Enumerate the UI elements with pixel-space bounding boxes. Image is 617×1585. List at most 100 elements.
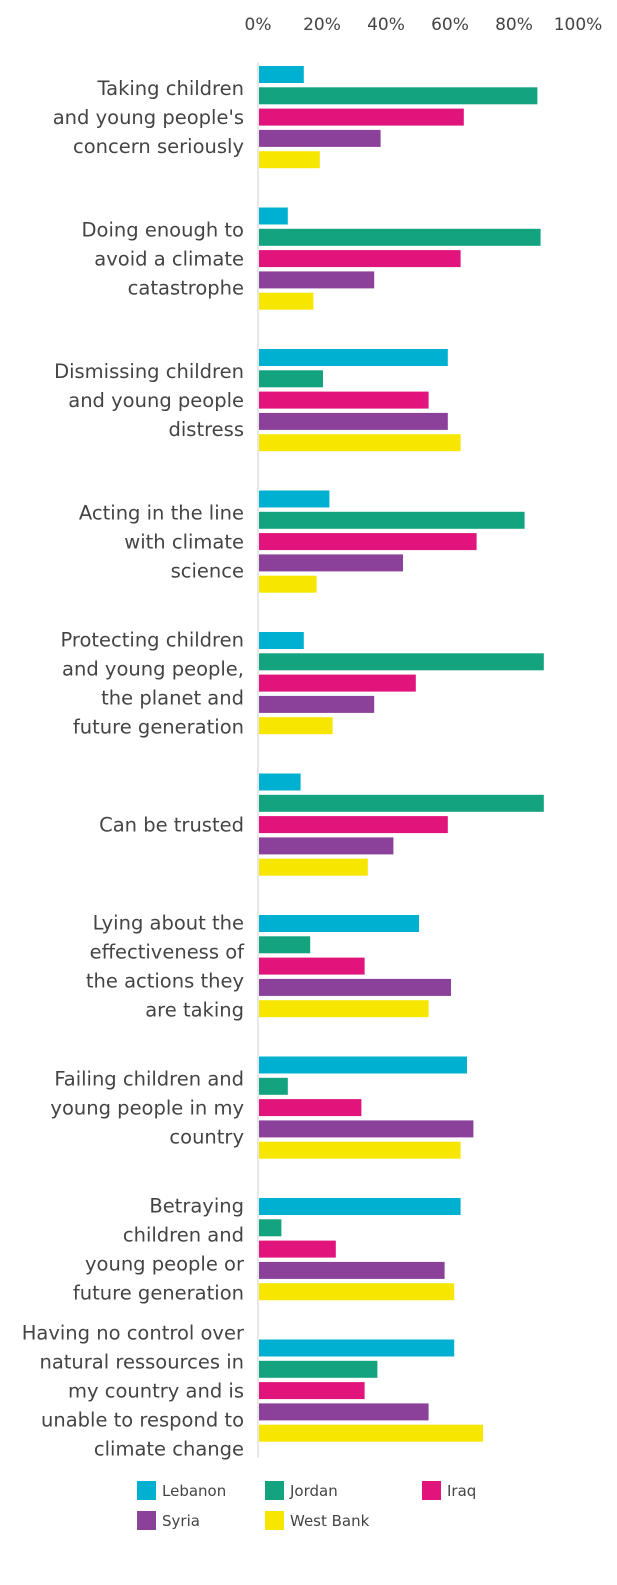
category-label: Can be trusted xyxy=(99,814,244,837)
category-label: Having no control over natural ressources… xyxy=(22,1322,245,1461)
category-label-line: children and xyxy=(123,1224,244,1247)
category-label-line: and young people, xyxy=(62,658,244,681)
category-label: Lying about the effectiveness of the actio… xyxy=(86,912,245,1022)
bar-lebanon xyxy=(259,915,419,932)
bar-iraq xyxy=(259,1240,336,1258)
bars xyxy=(259,66,544,1442)
bar-iraq xyxy=(259,391,429,409)
bar-west-bank xyxy=(259,151,320,169)
category-label-line: science xyxy=(171,560,244,583)
bar-west-bank xyxy=(259,1141,461,1159)
category-label: Dismissing children and young people distr… xyxy=(54,360,244,441)
bar-jordan xyxy=(259,511,525,529)
category-label-line: future generation xyxy=(73,1282,244,1305)
bar-iraq xyxy=(259,1382,365,1400)
category-label-line: Taking children xyxy=(96,77,244,100)
legend-swatch xyxy=(422,1481,441,1500)
bar-iraq xyxy=(259,533,477,551)
bar-jordan xyxy=(259,1219,282,1237)
bar-west-bank xyxy=(259,292,314,310)
legend-label: Lebanon xyxy=(162,1482,226,1500)
bar-lebanon xyxy=(259,773,301,791)
bar-syria xyxy=(259,695,375,713)
category-label-line: Betraying xyxy=(149,1195,244,1218)
category-label-line: young people or xyxy=(85,1253,245,1276)
x-tick-label: 60% xyxy=(431,15,469,35)
bar-lebanon xyxy=(259,490,330,508)
bar-syria xyxy=(259,412,448,430)
bar-iraq xyxy=(259,250,461,268)
category-label-line: the planet and xyxy=(101,687,244,710)
category-label-line: climate change xyxy=(94,1438,244,1461)
legend-swatch xyxy=(265,1481,284,1500)
bar-jordan xyxy=(259,87,538,105)
category-label: Betraying children and young people or futu… xyxy=(73,1195,245,1305)
category-label: Protecting children and young people, the … xyxy=(60,629,244,739)
category-label-line: unable to respond to xyxy=(41,1409,244,1432)
legend-swatch xyxy=(137,1481,156,1500)
x-axis: 0% 20% 40% 60% 80% 100% xyxy=(245,15,603,1458)
legend-label: Jordan xyxy=(289,1482,338,1500)
category-labels: Taking children and young people's concern… xyxy=(22,77,245,1461)
legend-label: West Bank xyxy=(290,1512,370,1530)
bar-syria xyxy=(259,1120,474,1138)
category-label-line: Can be trusted xyxy=(99,814,244,837)
category-label-line: and young people xyxy=(68,389,244,412)
category-label-line: the actions they xyxy=(86,970,244,993)
bar-jordan xyxy=(259,228,541,246)
bar-iraq xyxy=(259,108,464,126)
category-label-line: are taking xyxy=(145,999,244,1022)
bar-jordan xyxy=(259,653,544,671)
bar-west-bank xyxy=(259,1000,429,1018)
category-label-line: Acting in the line xyxy=(79,502,244,525)
category-label-line: avoid a climate xyxy=(94,248,244,271)
bar-west-bank xyxy=(259,434,461,452)
category-label-line: future generation xyxy=(73,716,244,739)
bar-lebanon xyxy=(259,632,304,649)
x-tick-label: 0% xyxy=(245,15,272,35)
legend-swatch xyxy=(137,1511,156,1530)
bar-west-bank xyxy=(259,1424,483,1442)
bar-iraq xyxy=(259,957,365,975)
bar-lebanon xyxy=(259,1339,455,1357)
category-label-line: Failing children and xyxy=(54,1068,244,1091)
x-tick-label: 100% xyxy=(554,15,603,35)
bar-jordan xyxy=(259,1360,378,1378)
category-label-line: Protecting children xyxy=(60,629,244,652)
x-tick-label: 40% xyxy=(367,15,405,35)
bar-lebanon xyxy=(259,349,448,366)
bar-jordan xyxy=(259,370,323,388)
category-label: Taking children and young people's concern… xyxy=(53,77,244,158)
bar-lebanon xyxy=(259,66,304,83)
bar-west-bank xyxy=(259,717,333,735)
category-label-line: Having no control over xyxy=(22,1322,245,1345)
bar-iraq xyxy=(259,816,448,834)
category-label-line: effectiveness of xyxy=(90,941,246,964)
x-tick-label: 80% xyxy=(495,15,533,35)
category-label-line: young people in my xyxy=(50,1097,244,1120)
legend-label: Syria xyxy=(162,1512,200,1530)
bar-iraq xyxy=(259,674,416,692)
bar-jordan xyxy=(259,794,544,812)
category-label: Failing children and young people in my co… xyxy=(50,1068,244,1149)
category-label: Doing enough to avoid a climate catastroph… xyxy=(82,219,244,300)
bar-syria xyxy=(259,837,394,855)
category-label-line: catastrophe xyxy=(128,277,244,300)
bar-syria xyxy=(259,554,403,572)
bar-lebanon xyxy=(259,1056,467,1074)
bar-syria xyxy=(259,129,381,147)
bar-west-bank xyxy=(259,858,368,876)
legend-label: Iraq xyxy=(447,1482,476,1500)
category-label-line: concern seriously xyxy=(73,135,244,158)
bar-jordan xyxy=(259,1077,288,1095)
x-tick-label: 20% xyxy=(303,15,341,35)
bar-syria xyxy=(259,1261,445,1279)
bar-syria xyxy=(259,271,375,289)
bar-lebanon xyxy=(259,207,288,225)
category-label: Acting in the line with climate science xyxy=(79,502,244,583)
bar-west-bank xyxy=(259,575,317,593)
category-label-line: with climate xyxy=(124,531,244,554)
bar-syria xyxy=(259,978,451,996)
bar-jordan xyxy=(259,936,311,954)
